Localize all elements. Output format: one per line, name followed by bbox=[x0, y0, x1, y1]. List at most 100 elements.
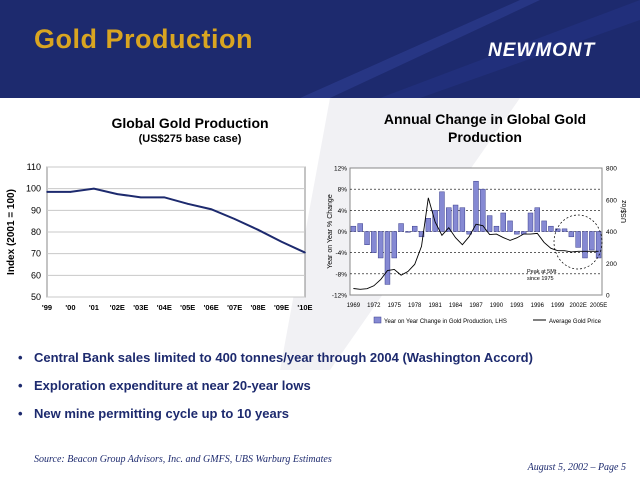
chart1-y-tick-label: 50 bbox=[31, 292, 41, 302]
chart2-annotation-circle bbox=[553, 214, 603, 270]
chart2-title: Annual Change in Global Gold Production bbox=[383, 111, 587, 145]
chart2-y-tick-label: -8% bbox=[335, 271, 347, 278]
chart2-bar bbox=[568, 231, 575, 238]
chart2-gold-price-line bbox=[353, 197, 599, 290]
chart1-y-tick-label: 60 bbox=[31, 270, 41, 280]
chart1-data-point bbox=[257, 229, 259, 231]
chart1-x-tick-label: '08E bbox=[251, 303, 266, 312]
chart1-x-tick-label: '10E bbox=[297, 303, 312, 312]
chart2-bar bbox=[527, 212, 534, 232]
chart2-legend-swatch-bar bbox=[373, 316, 382, 324]
chart2-x-tick-label: 1999 bbox=[551, 303, 565, 309]
chart2-legend-label: Average Gold Price bbox=[549, 319, 602, 325]
chart1-x-tick-label: '05E bbox=[180, 303, 195, 312]
company-logo: NEWMONT bbox=[488, 40, 596, 61]
chart1-x-tick-label: '09E bbox=[274, 303, 289, 312]
chart2-x-tick-label: 1981 bbox=[428, 303, 442, 309]
chart2-x-tick-label: 1996 bbox=[531, 303, 545, 309]
chart2-bar bbox=[561, 228, 568, 232]
chart1-data-point bbox=[163, 196, 166, 199]
chart2-bar bbox=[548, 225, 554, 232]
chart2-y2-axis-label: US$/oz bbox=[621, 200, 628, 223]
bullet-item: • Exploration expenditure at near 20-year… bbox=[18, 376, 533, 404]
chart2-bar bbox=[493, 225, 500, 232]
chart1-x-tick-label: '07E bbox=[227, 303, 242, 312]
header-diagonal-accent bbox=[300, 0, 640, 98]
chart2-bar bbox=[589, 231, 595, 251]
chart1-x-tick-label: '04E bbox=[157, 303, 172, 312]
chart1-y-tick-label: 90 bbox=[31, 205, 41, 215]
chart2-bar bbox=[486, 215, 493, 232]
chart1-data-point bbox=[46, 191, 48, 193]
page-title: Gold Production bbox=[34, 24, 253, 54]
chart2-bar bbox=[582, 231, 588, 259]
chart1-y-tick-label: 110 bbox=[27, 162, 41, 172]
chart2-x-tick-label: 1984 bbox=[449, 303, 463, 309]
source-note: Source: Beacon Group Advisors, Inc. and … bbox=[34, 454, 332, 465]
chart1-data-point bbox=[69, 191, 72, 193]
chart2-legend-label: Year on Year Change in Gold Production, … bbox=[384, 319, 507, 325]
chart1-x-tick-label: '99 bbox=[42, 303, 52, 312]
chart1-data-point bbox=[186, 203, 189, 205]
chart2-bar bbox=[371, 231, 377, 253]
chart2-x-tick-label: 1975 bbox=[388, 303, 402, 309]
chart1-y-tick-label: 70 bbox=[31, 249, 41, 259]
chart1-data-point bbox=[304, 251, 306, 254]
chart2-bar bbox=[364, 231, 370, 245]
chart2-bar bbox=[555, 228, 561, 232]
chart2-y-axis-label: Year on Year % Change bbox=[327, 194, 334, 269]
chart2-bar bbox=[534, 207, 540, 232]
chart2-y-tick-label: 4% bbox=[338, 208, 348, 215]
chart1-title: Global Gold Production bbox=[111, 115, 269, 131]
chart1-subtitle: (US$275 base case) bbox=[138, 133, 242, 145]
chart2-y-tick-label: 12% bbox=[334, 166, 347, 173]
chart1-x-tick-label: '06E bbox=[204, 303, 219, 312]
chart2-bar bbox=[473, 180, 479, 232]
chart1-y-axis-label: Index (2001 = 100) bbox=[6, 189, 17, 275]
chart2-y-tick-label: 8% bbox=[338, 187, 348, 194]
chart2-x-tick-label: 1993 bbox=[510, 303, 524, 309]
chart2-y2-tick-label: 600 bbox=[606, 197, 617, 204]
chart2-annotation-text: since 1975 bbox=[527, 276, 554, 282]
chart2-bar bbox=[412, 225, 418, 232]
chart2-bar bbox=[357, 223, 363, 232]
chart1-y-tick-label: 80 bbox=[31, 227, 41, 237]
bullet-dot-icon: • bbox=[18, 406, 23, 421]
chart2-bar bbox=[541, 220, 547, 232]
chart1-data-point bbox=[116, 193, 119, 195]
chart2-y2-tick-label: 0 bbox=[606, 293, 610, 300]
chart2-x-tick-label: 1978 bbox=[408, 303, 422, 309]
chart2-bar bbox=[350, 225, 357, 232]
chart2-bar bbox=[405, 231, 411, 233]
chart2-bar bbox=[595, 231, 602, 259]
chart1-x-tick-label: '00 bbox=[65, 303, 75, 312]
bullet-item: • New mine permitting cycle up to 10 year… bbox=[18, 404, 533, 432]
chart2-bar bbox=[459, 207, 466, 232]
bullet-text: Central Bank sales limited to 400 tonnes… bbox=[34, 350, 533, 365]
chart2-bar bbox=[452, 204, 459, 232]
bullet-dot-icon: • bbox=[18, 378, 23, 393]
chart2-x-tick-label: 1987 bbox=[469, 303, 483, 309]
bullet-text: New mine permitting cycle up to 10 years bbox=[34, 406, 290, 421]
chart2-bar bbox=[480, 188, 486, 232]
page-footer: August 5, 2002 – Page 5 bbox=[527, 462, 626, 473]
chart2-x-tick-label: 2002E bbox=[569, 303, 586, 309]
chart2-y2-tick-label: 200 bbox=[606, 261, 617, 268]
chart2-y-tick-label: 0% bbox=[338, 229, 348, 236]
chart1-data-point bbox=[210, 208, 212, 211]
chart1-production-line bbox=[47, 187, 306, 254]
chart2-y2-tick-label: 800 bbox=[606, 166, 617, 173]
chart1-y-tick-label: 100 bbox=[26, 184, 41, 194]
bullet-item: • Central Bank sales limited to 400 tonne… bbox=[18, 348, 533, 376]
bullet-list: • Central Bank sales limited to 400 tonne… bbox=[18, 348, 533, 432]
bullet-text: Exploration expenditure at near 20-year … bbox=[34, 378, 311, 393]
chart2-y-tick-label: -4% bbox=[335, 250, 347, 257]
chart2-bar bbox=[377, 231, 384, 259]
chart2-bar bbox=[446, 207, 452, 232]
chart2-bar bbox=[500, 212, 506, 232]
chart1-x-tick-label: '01 bbox=[89, 303, 99, 312]
chart2-bar bbox=[514, 231, 520, 235]
chart2-bar bbox=[418, 231, 425, 238]
